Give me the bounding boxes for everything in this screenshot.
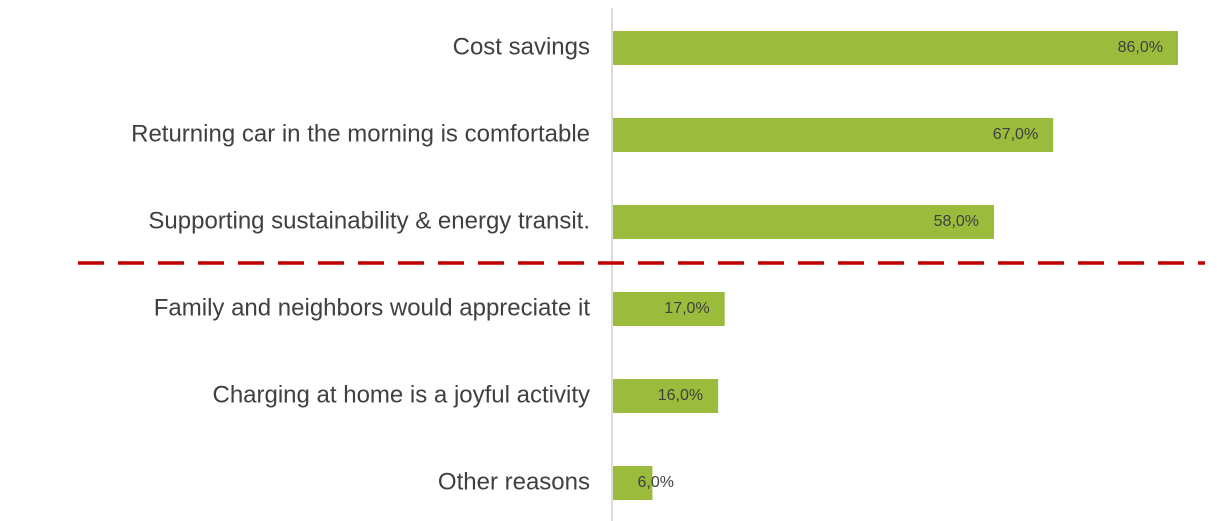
bar [613,205,995,239]
value-label: 58,0% [934,213,979,230]
category-label: Supporting sustainability & energy trans… [148,207,590,234]
bar [613,466,653,500]
category-label: Returning car in the morning is comforta… [131,120,590,147]
category-label: Family and neighbors would appreciate it [154,294,591,321]
value-label: 6,0% [638,474,674,491]
category-label: Cost savings [453,33,590,60]
bar [613,118,1054,152]
value-label: 16,0% [658,387,703,404]
category-label: Other reasons [438,468,590,495]
value-label: 86,0% [1118,39,1163,56]
bar [613,292,725,326]
bar [613,379,719,413]
value-label: 17,0% [664,300,709,317]
value-label: 67,0% [993,126,1038,143]
category-label: Charging at home is a joyful activity [212,381,590,408]
bar [613,31,1178,65]
